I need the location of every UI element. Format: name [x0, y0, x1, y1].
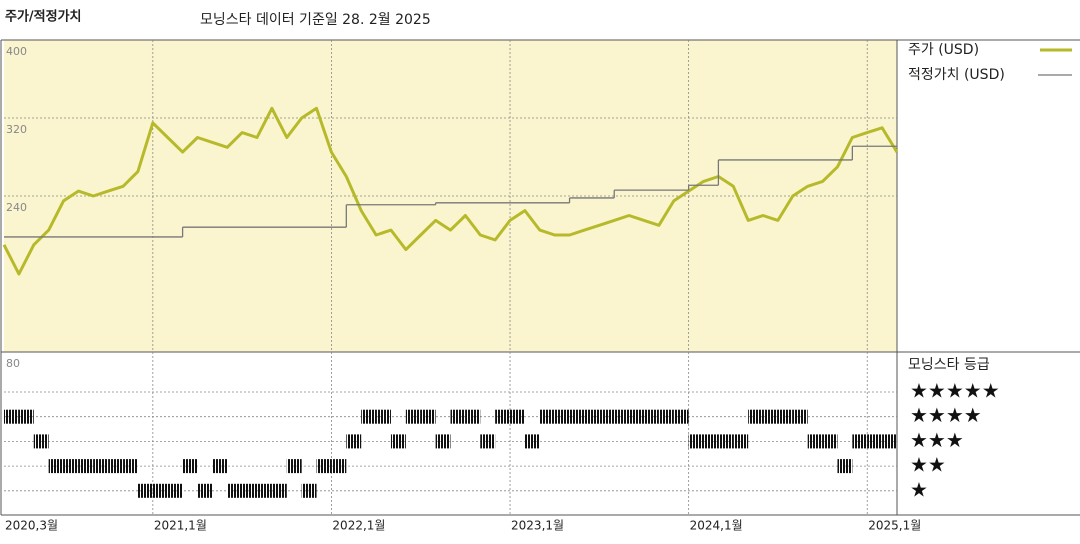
rating-bar: [837, 459, 853, 474]
rating-bar: [882, 434, 897, 449]
rating-bar: [614, 409, 630, 424]
rating-bar: [78, 459, 94, 474]
rating-bar: [718, 434, 734, 449]
x-tick-label: 2024,1월: [690, 519, 743, 533]
rating-bar: [108, 459, 124, 474]
rating-bar: [867, 434, 883, 449]
rating-bar: [480, 434, 496, 449]
rating-bar: [539, 409, 555, 424]
rating-bar: [673, 409, 689, 424]
rating-bar: [658, 409, 674, 424]
rating-bar: [629, 409, 644, 424]
price-line: [2, 106, 899, 276]
rating-bar: [852, 434, 868, 449]
rating-bar: [33, 434, 49, 449]
rating-bar: [435, 434, 451, 449]
rating-bar: [346, 434, 362, 449]
rating-bar: [63, 459, 79, 474]
rating-bar: [137, 483, 153, 498]
rating-bar: [361, 409, 377, 424]
x-tick-label: 2021,1월: [154, 519, 207, 533]
rating-bar: [242, 483, 258, 498]
rating-bar: [688, 434, 704, 449]
x-tick-label: 2020,3월: [5, 519, 58, 533]
rating-bar: [703, 434, 719, 449]
rating-bar: [167, 483, 183, 498]
rating-bar: [405, 409, 421, 424]
legend-label: 적정가치 (USD): [908, 67, 1005, 83]
rating-bar: [18, 409, 34, 424]
rating-bar: [524, 434, 540, 449]
rating-legend: ★★★: [910, 428, 964, 452]
rating-bar: [465, 409, 481, 424]
x-tick-label: 2023,1월: [511, 519, 564, 533]
rating-bar: [777, 409, 793, 424]
rating-bar: [390, 434, 406, 449]
rating-bar: [495, 409, 511, 424]
y-tick-label: 80: [6, 357, 20, 370]
chart-subtitle: 모닝스타 데이터 기준일 28. 2월 2025: [200, 12, 431, 28]
rating-bar: [227, 483, 243, 498]
chart-title: 주가/적정가치: [5, 9, 82, 25]
rating-bar: [182, 459, 198, 474]
rating-bar: [584, 409, 600, 424]
rating-bar: [152, 483, 168, 498]
rating-title: 모닝스타 등급: [908, 357, 990, 373]
rating-bar: [212, 459, 228, 474]
legend-label: 주가 (USD): [908, 42, 979, 58]
rating-bar: [733, 434, 749, 449]
rating-legend: ★: [910, 477, 928, 501]
rating-bar: [93, 459, 109, 474]
rating-legend: ★★★★: [910, 403, 982, 427]
rating-bar: [301, 483, 317, 498]
rating-bar: [376, 409, 391, 424]
rating-legend: ★★★★★: [910, 379, 1000, 403]
y-tick-label: 400: [6, 45, 27, 58]
rating-bar: [197, 483, 213, 498]
rating-bar: [807, 434, 823, 449]
rating-bar: [554, 409, 570, 424]
rating-bar: [48, 459, 64, 474]
rating-bar: [271, 483, 287, 498]
rating-bar: [822, 434, 838, 449]
rating-bar: [643, 409, 659, 424]
rating-bar: [569, 409, 585, 424]
rating-legend: ★★: [910, 453, 946, 477]
rating-bar: [763, 409, 778, 424]
rating-bar: [123, 459, 138, 474]
y-tick-label: 240: [6, 201, 27, 214]
rating-bar: [510, 409, 525, 424]
rating-bar: [286, 459, 302, 474]
rating-bar: [748, 409, 764, 424]
rating-bar: [420, 409, 436, 424]
x-tick-label: 2025,1월: [868, 519, 921, 533]
rating-bar: [4, 409, 19, 424]
rating-bar: [450, 409, 466, 424]
rating-bar: [792, 409, 808, 424]
rating-bar: [257, 483, 272, 498]
rating-bar: [331, 459, 347, 474]
x-tick-label: 2022,1월: [332, 519, 385, 533]
rating-bar: [599, 409, 615, 424]
y-tick-label: 320: [6, 123, 27, 136]
rating-bar: [316, 459, 332, 474]
